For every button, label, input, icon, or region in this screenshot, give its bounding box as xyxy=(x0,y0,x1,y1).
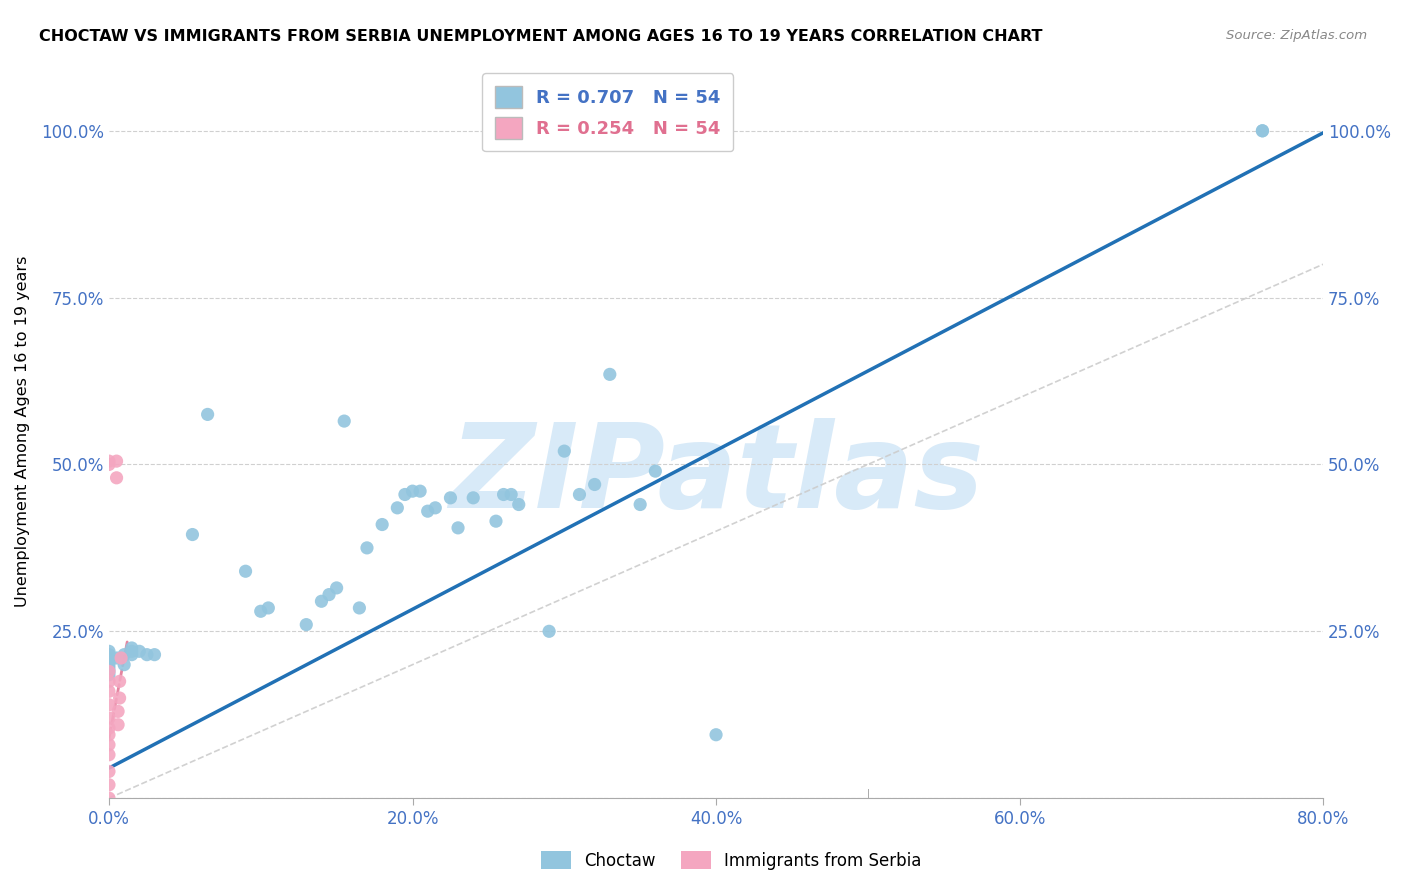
Point xyxy=(257,601,280,615)
Point xyxy=(121,644,143,658)
Point xyxy=(98,711,121,725)
Point xyxy=(181,527,204,541)
Point xyxy=(128,644,150,658)
Point xyxy=(599,368,621,382)
Point xyxy=(394,487,416,501)
Point xyxy=(401,484,423,499)
Point xyxy=(107,705,129,719)
Point xyxy=(98,654,121,668)
Point xyxy=(98,684,121,698)
Point xyxy=(538,624,561,639)
Point xyxy=(447,521,470,535)
Point xyxy=(112,648,135,662)
Point xyxy=(98,747,121,762)
Point xyxy=(98,661,121,675)
Y-axis label: Unemployment Among Ages 16 to 19 years: Unemployment Among Ages 16 to 19 years xyxy=(15,255,30,607)
Point xyxy=(121,648,143,662)
Legend: Choctaw, Immigrants from Serbia: Choctaw, Immigrants from Serbia xyxy=(534,845,928,877)
Point xyxy=(107,717,129,731)
Point xyxy=(98,648,121,662)
Point xyxy=(644,464,666,478)
Point xyxy=(501,487,523,501)
Point xyxy=(143,648,166,662)
Point xyxy=(583,477,606,491)
Point xyxy=(110,651,132,665)
Point xyxy=(105,471,128,485)
Point xyxy=(371,517,394,532)
Point xyxy=(318,588,340,602)
Point xyxy=(98,698,121,712)
Point xyxy=(121,640,143,655)
Point xyxy=(463,491,485,505)
Point xyxy=(98,665,121,679)
Point xyxy=(98,674,121,689)
Point xyxy=(387,500,409,515)
Point xyxy=(704,728,727,742)
Point xyxy=(98,667,121,681)
Point xyxy=(98,651,121,665)
Point xyxy=(98,458,121,472)
Text: Source: ZipAtlas.com: Source: ZipAtlas.com xyxy=(1226,29,1367,42)
Legend: R = 0.707   N = 54, R = 0.254   N = 54: R = 0.707 N = 54, R = 0.254 N = 54 xyxy=(482,73,734,152)
Point xyxy=(98,728,121,742)
Text: ZIPatlas: ZIPatlas xyxy=(449,417,983,533)
Point xyxy=(98,657,121,672)
Point xyxy=(249,604,271,618)
Point xyxy=(235,564,257,578)
Point xyxy=(508,498,530,512)
Point xyxy=(98,764,121,779)
Point xyxy=(356,541,378,555)
Text: CHOCTAW VS IMMIGRANTS FROM SERBIA UNEMPLOYMENT AMONG AGES 16 TO 19 YEARS CORRELA: CHOCTAW VS IMMIGRANTS FROM SERBIA UNEMPL… xyxy=(39,29,1043,44)
Point xyxy=(108,691,131,706)
Point xyxy=(485,514,508,528)
Point xyxy=(568,487,591,501)
Point xyxy=(98,738,121,752)
Point xyxy=(492,487,515,501)
Point xyxy=(349,601,371,615)
Point xyxy=(325,581,347,595)
Point xyxy=(98,665,121,679)
Point xyxy=(108,674,131,689)
Point xyxy=(425,500,447,515)
Point xyxy=(628,498,651,512)
Point xyxy=(1251,124,1274,138)
Point xyxy=(112,657,135,672)
Point xyxy=(98,644,121,658)
Point xyxy=(98,778,121,792)
Point xyxy=(295,617,318,632)
Point xyxy=(311,594,333,608)
Point xyxy=(105,651,128,665)
Point xyxy=(98,454,121,468)
Point xyxy=(98,791,121,805)
Point xyxy=(416,504,439,518)
Point xyxy=(1251,124,1274,138)
Point xyxy=(409,484,432,499)
Point xyxy=(553,444,575,458)
Point xyxy=(333,414,356,428)
Point xyxy=(98,721,121,735)
Point xyxy=(197,408,219,422)
Point xyxy=(105,454,128,468)
Point xyxy=(439,491,461,505)
Point xyxy=(135,648,157,662)
